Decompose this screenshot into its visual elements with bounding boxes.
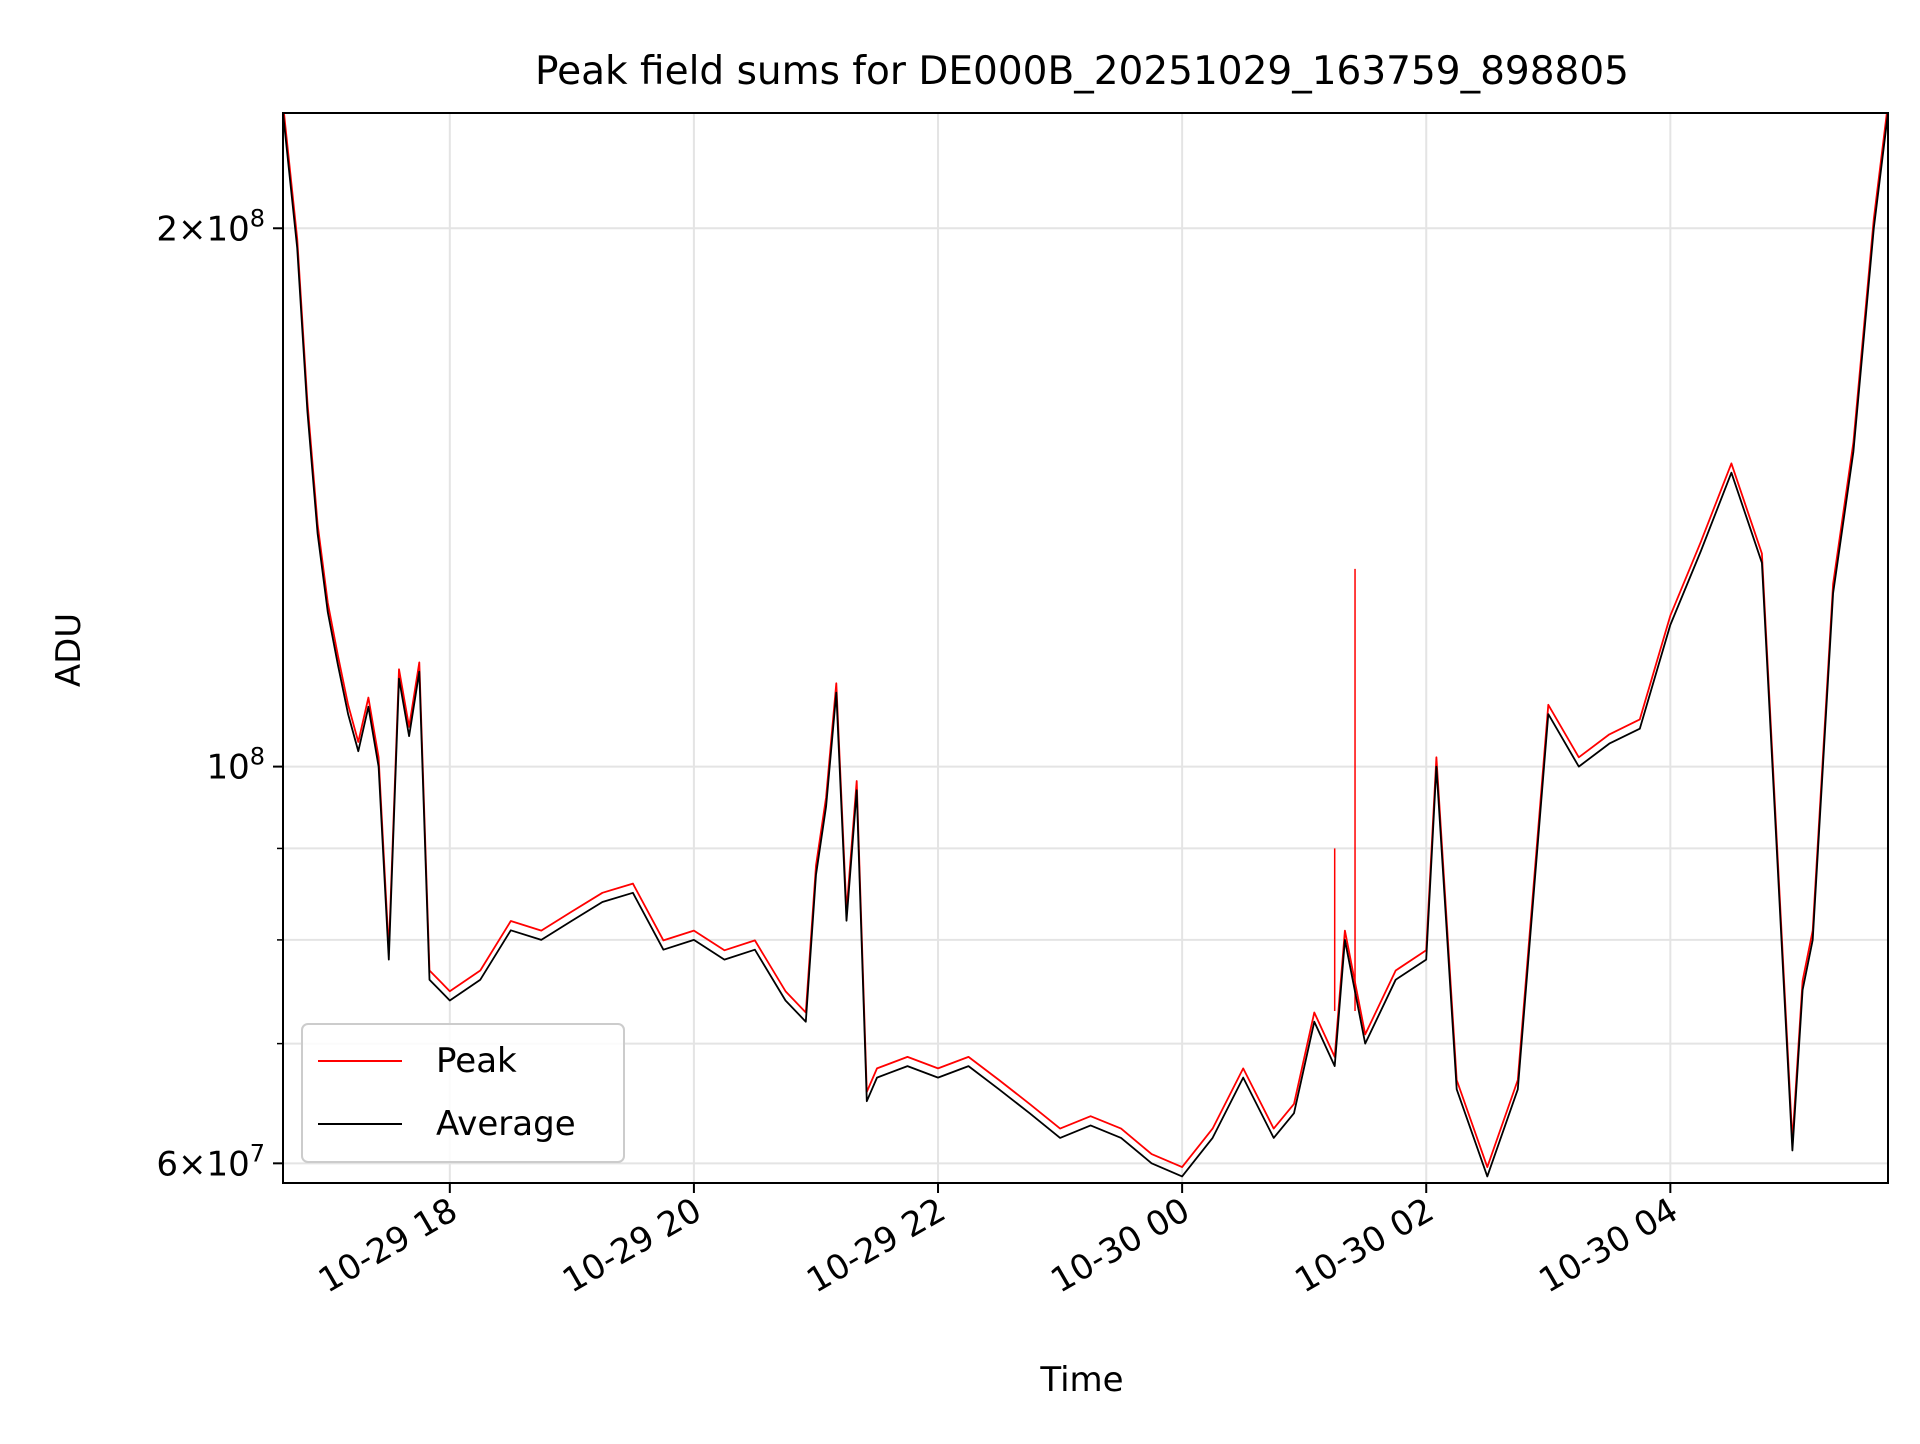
- series-layer: [283, 113, 1888, 1178]
- series-line-peak: [283, 113, 1888, 1168]
- y-tick-label: 108: [206, 743, 265, 788]
- legend: Peak Average: [301, 1023, 625, 1163]
- y-axis-label: ADU: [49, 613, 89, 687]
- grid-layer: [283, 113, 1888, 1183]
- y-tick-label: 2×108: [156, 204, 265, 249]
- plot-frame: [282, 112, 1889, 1184]
- legend-label-peak: Peak: [436, 1041, 517, 1081]
- chart-title: Peak field sums for DE000B_20251029_1637…: [535, 49, 1629, 94]
- legend-box: [301, 1023, 625, 1163]
- series-line-average: [283, 113, 1888, 1178]
- legend-label-average: Average: [436, 1104, 576, 1144]
- x-axis-label: Time: [1039, 1360, 1123, 1400]
- y-tick-label: 6×107: [156, 1139, 265, 1184]
